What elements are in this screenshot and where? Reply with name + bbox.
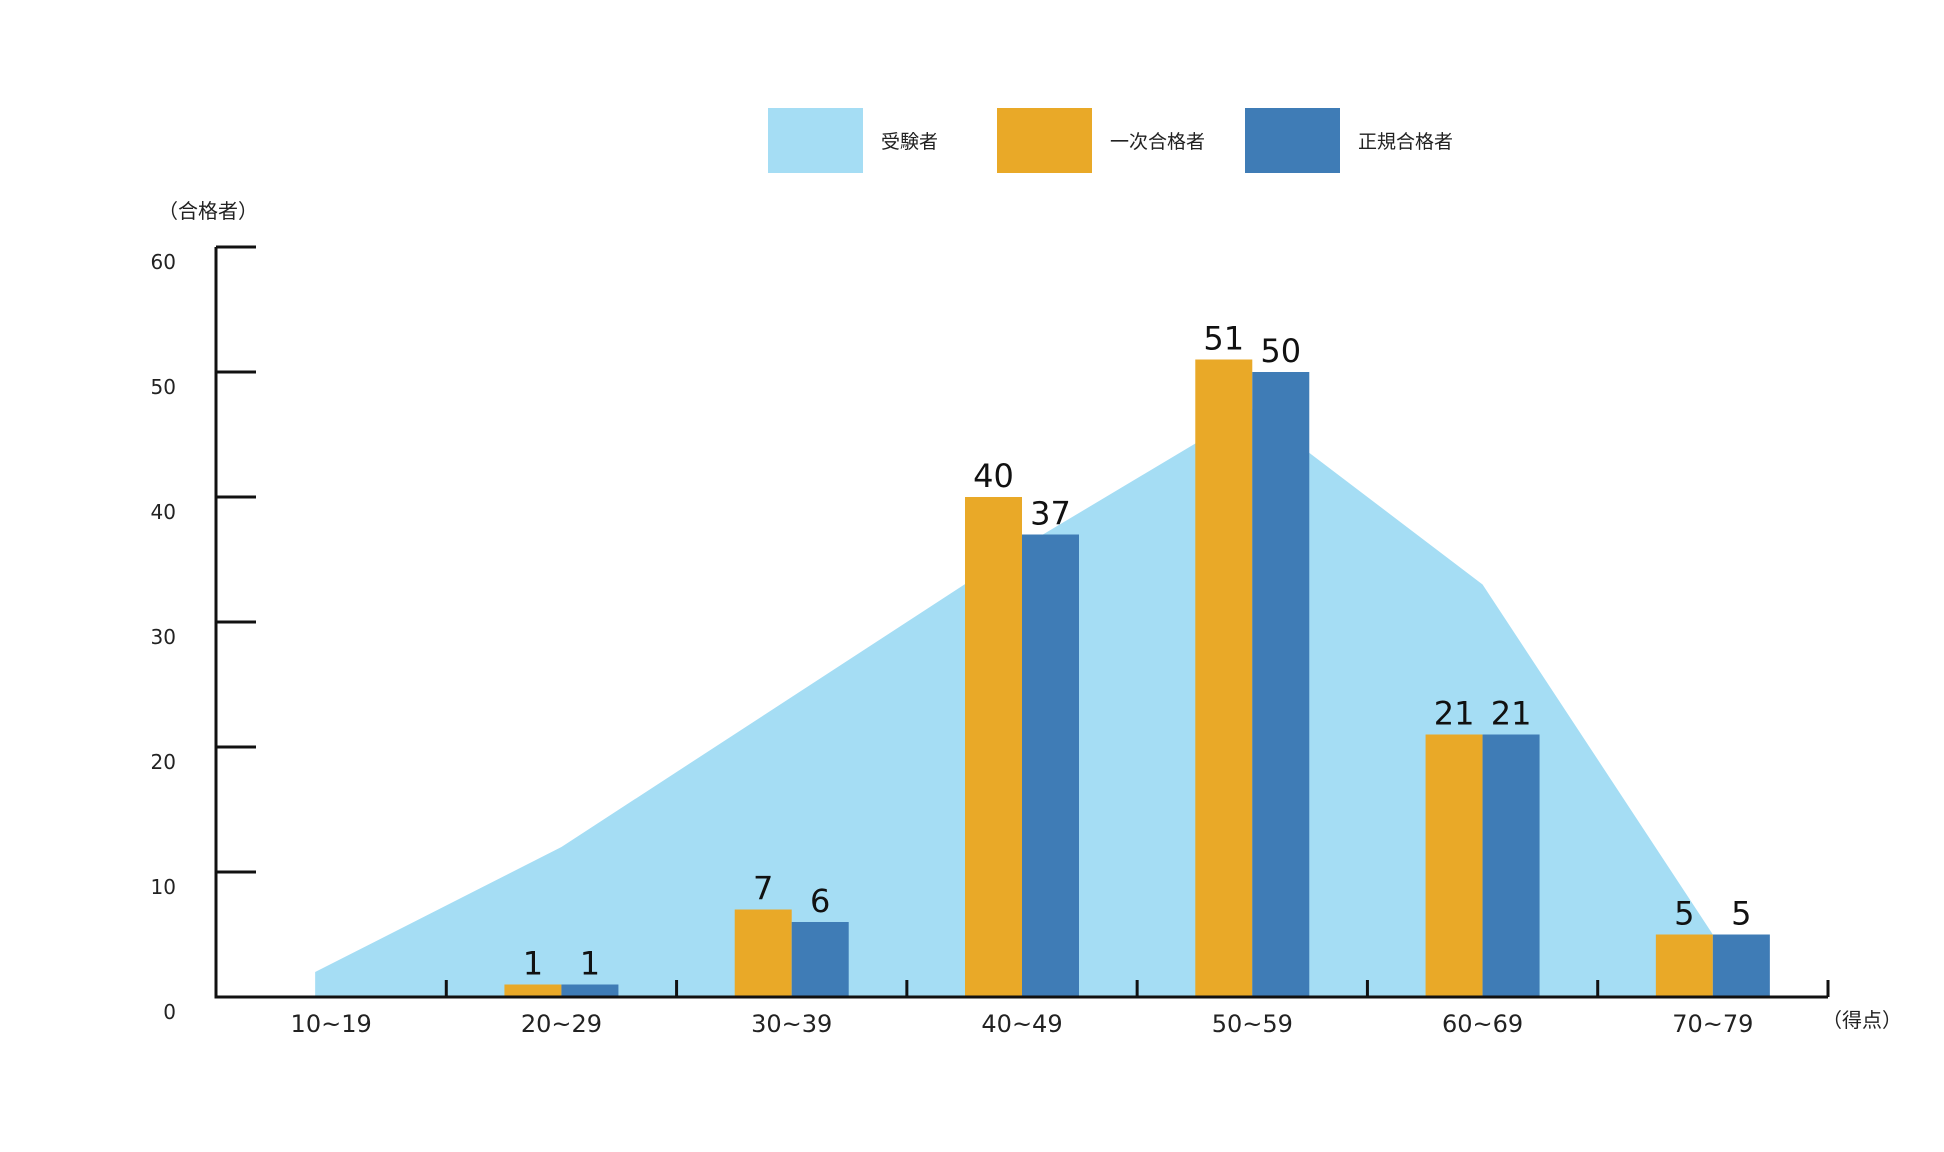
legend-swatch-2 xyxy=(1245,108,1340,173)
data-label-1-6: 5 xyxy=(1731,895,1751,933)
legend: 受験者 一次合格者 正規合格者 xyxy=(768,108,1453,173)
y-tick-label-4: 40 xyxy=(151,500,176,524)
y-tick-label-2: 20 xyxy=(151,750,176,774)
x-tick-label-6: 70~79 xyxy=(1672,1010,1753,1038)
y-tick-label-3: 30 xyxy=(151,625,176,649)
data-label-0-3: 40 xyxy=(973,457,1014,495)
bar-1-3 xyxy=(1022,534,1079,997)
bar-0-3 xyxy=(965,497,1022,997)
bar-1-4 xyxy=(1252,372,1310,997)
legend-label-2: 正規合格者 xyxy=(1358,131,1453,153)
data-label-1-5: 21 xyxy=(1491,695,1532,733)
x-axis-title: （得点） xyxy=(1822,1008,1902,1032)
legend-swatch-1 xyxy=(997,108,1092,173)
data-label-1-1: 1 xyxy=(580,945,600,983)
legend-label-1: 一次合格者 xyxy=(1110,131,1205,153)
bar-1-2 xyxy=(791,922,849,997)
data-label-1-2: 6 xyxy=(810,882,830,920)
y-tick-label-0: 0 xyxy=(163,1000,176,1024)
x-tick-label-1: 20~29 xyxy=(521,1010,602,1038)
data-label-0-6: 5 xyxy=(1674,895,1694,933)
bar-0-2 xyxy=(734,909,792,997)
data-label-0-5: 21 xyxy=(1434,695,1475,733)
data-label-1-4: 50 xyxy=(1260,332,1301,370)
legend-swatch-0 xyxy=(768,108,863,173)
bar-layer xyxy=(504,359,1770,997)
bar-0-4 xyxy=(1195,359,1253,997)
axis-layer xyxy=(214,245,1830,999)
bar-0-5 xyxy=(1425,734,1483,997)
x-tick-label-3: 40~49 xyxy=(981,1010,1062,1038)
legend-label-0: 受験者 xyxy=(881,131,938,153)
bar-1-6 xyxy=(1712,934,1770,997)
bar-1-5 xyxy=(1482,734,1540,997)
y-tick-label-5: 50 xyxy=(151,375,176,399)
x-tick-label-2: 30~39 xyxy=(751,1010,832,1038)
data-label-1-3: 37 xyxy=(1030,495,1071,533)
y-tick-label-6: 60 xyxy=(151,250,176,274)
x-tick-label-4: 50~59 xyxy=(1212,1010,1293,1038)
bar-1-1 xyxy=(561,984,619,997)
bar-0-1 xyxy=(504,984,562,997)
data-label-0-4: 51 xyxy=(1203,320,1244,358)
x-tick-label-5: 60~69 xyxy=(1442,1010,1523,1038)
bar-0-6 xyxy=(1655,934,1713,997)
x-tick-label-0: 10~19 xyxy=(291,1010,372,1038)
data-label-0-2: 7 xyxy=(753,870,773,908)
data-label-0-1: 1 xyxy=(523,945,543,983)
y-tick-label-1: 10 xyxy=(151,875,176,899)
y-axis-title: （合格者） xyxy=(158,199,258,223)
